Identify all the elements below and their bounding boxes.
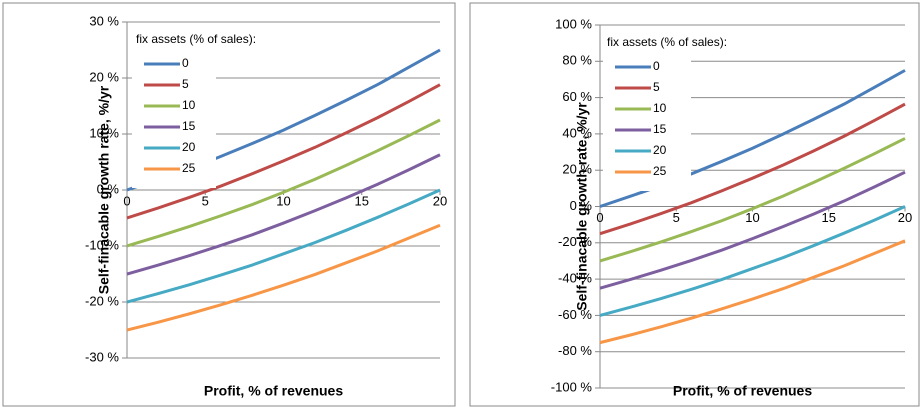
y-tick-label: 10 % [89, 125, 119, 140]
x-tick-label: 15 [355, 193, 369, 208]
y-tick-label: -100 % [551, 379, 593, 394]
chart-frame [2, 2, 456, 407]
y-tick-label: 60 % [562, 89, 592, 104]
chart-frame [469, 2, 920, 407]
legend-label: 10 [653, 101, 667, 115]
series-line [126, 188, 441, 304]
series-line [599, 205, 906, 317]
legend-box [603, 31, 691, 191]
legend-label: 15 [182, 119, 196, 133]
x-tick-label: 5 [202, 193, 209, 208]
x-tick-label: 10 [745, 210, 759, 225]
y-axis-title: Self-finacable growth rate, %/yr [574, 102, 590, 311]
legend-label: 20 [653, 143, 667, 157]
series-line [126, 223, 441, 332]
y-tick-label: -20 % [558, 234, 592, 249]
y-tick-label: 0 % [570, 198, 593, 213]
x-tick-label: 0 [596, 210, 603, 225]
y-tick-label: 0 % [97, 181, 120, 196]
y-tick-label: 80 % [562, 53, 592, 68]
y-tick-label: 100 % [555, 16, 592, 31]
y-tick-label: 20 % [89, 69, 119, 84]
y-tick-label: -30 % [85, 349, 119, 364]
x-tick-label: 20 [898, 210, 912, 225]
y-tick-label: 20 % [562, 162, 592, 177]
y-tick-label: -20 % [85, 293, 119, 308]
legend-label: 10 [182, 98, 196, 112]
y-tick-label: 40 % [562, 125, 592, 140]
legend-title: fix assets (% of sales): [136, 32, 256, 46]
series-line [599, 102, 906, 236]
series-line [126, 118, 441, 248]
legend-box [132, 28, 216, 188]
y-tick-label: -40 % [558, 271, 592, 286]
series-line [126, 83, 441, 220]
legend-label: 5 [182, 77, 189, 91]
x-tick-label: 15 [822, 210, 836, 225]
x-axis-title: Profit, % of revenues [204, 383, 343, 399]
legend-label: 25 [182, 161, 196, 175]
y-axis-title: Self-finacable growth rate, %/yr [96, 85, 112, 294]
x-tick-label: 5 [673, 210, 680, 225]
legend-title: fix assets (% of sales): [607, 35, 727, 49]
legend-label: 5 [653, 80, 660, 94]
series-line [599, 137, 906, 263]
legend-label: 0 [182, 56, 189, 70]
x-axis-title: Profit, % of revenues [673, 383, 812, 399]
x-tick-label: 0 [123, 193, 130, 208]
series-line [599, 239, 906, 345]
y-tick-label: -10 % [85, 237, 119, 252]
legend-label: 20 [182, 140, 196, 154]
y-tick-label: 30 % [89, 13, 119, 28]
x-tick-label: 20 [433, 193, 447, 208]
legend-label: 25 [653, 164, 667, 178]
x-tick-label: 10 [276, 193, 290, 208]
legend-label: 15 [653, 122, 667, 136]
y-tick-label: -60 % [558, 307, 592, 322]
series-line [126, 153, 441, 276]
series-line [599, 170, 906, 290]
y-tick-label: -80 % [558, 343, 592, 358]
legend-label: 0 [653, 59, 660, 73]
